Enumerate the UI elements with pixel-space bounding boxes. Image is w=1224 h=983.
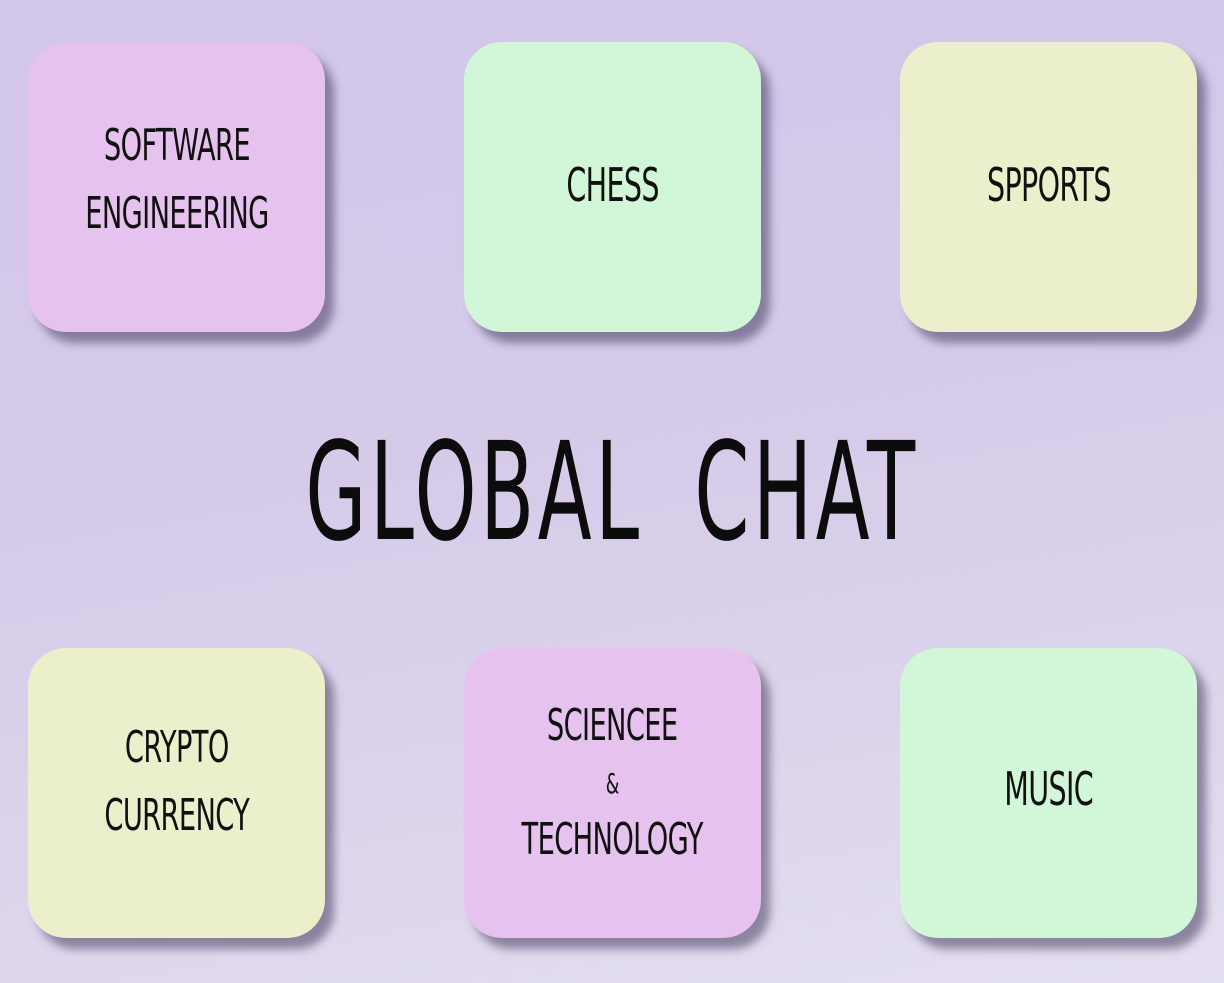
tile-chess[interactable]: CHESS (464, 42, 761, 332)
tile-label-line: CHESS (566, 158, 659, 212)
tile-label: CHESS (566, 158, 659, 212)
tile-music[interactable]: MUSIC (900, 648, 1197, 938)
tile-crypto-currency[interactable]: CRYPTO CURRENCY (28, 648, 325, 938)
tile-label-line: MUSIC (1004, 762, 1093, 816)
tile-label-line: TECHNOLOGY (521, 814, 704, 865)
tile-label-line: CRYPTO (124, 722, 229, 773)
tile-software-engineering[interactable]: SOFTWARE ENGINEERING (28, 42, 325, 332)
tile-label: SOFTWARE ENGINEERING (84, 120, 269, 239)
tile-label: CRYPTO CURRENCY (104, 726, 249, 838)
tile-label: SCIENCEE & TECHNOLOGY (521, 700, 704, 865)
tile-science-technology[interactable]: SCIENCEE & TECHNOLOGY (464, 648, 761, 938)
tile-label-line: SPPORTS (986, 158, 1112, 212)
tile-label-line: SOFTWARE (103, 120, 250, 171)
tile-label-line: SCIENCEE (547, 700, 678, 751)
page-title: GLOBAL CHAT (305, 414, 919, 572)
tile-sports[interactable]: SPPORTS (900, 42, 1197, 332)
tile-label-ampersand: & (606, 767, 620, 800)
tile-label-line: ENGINEERING (84, 188, 269, 239)
tile-label: SPPORTS (986, 158, 1112, 212)
tile-label-line: CURRENCY (104, 790, 249, 841)
tile-label: MUSIC (1004, 766, 1093, 812)
